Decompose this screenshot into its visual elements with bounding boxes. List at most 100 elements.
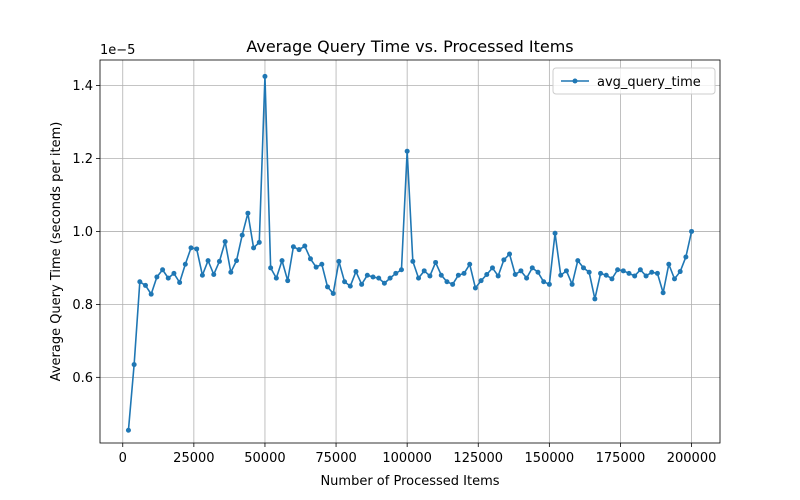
- data-point: [598, 270, 604, 276]
- chart-title: Average Query Time vs. Processed Items: [246, 37, 573, 56]
- data-point: [290, 244, 296, 250]
- data-point: [239, 232, 245, 238]
- data-point: [245, 210, 251, 216]
- data-point: [125, 427, 131, 433]
- data-point: [632, 273, 638, 279]
- data-point: [615, 267, 621, 273]
- series-line-avg_query_time: [127, 75, 693, 431]
- legend-label: avg_query_time: [597, 75, 701, 90]
- data-point: [438, 272, 444, 278]
- data-point: [495, 273, 501, 279]
- y-tick-label: 0.8: [72, 298, 93, 313]
- data-point: [529, 265, 535, 271]
- y-tick-label: 1.0: [72, 225, 93, 240]
- data-point: [256, 239, 262, 245]
- legend: avg_query_time: [552, 67, 716, 95]
- data-point: [182, 261, 188, 267]
- data-point: [279, 258, 285, 264]
- data-point: [541, 279, 547, 285]
- data-point: [433, 259, 439, 265]
- data-point: [273, 275, 279, 281]
- data-point: [472, 285, 478, 291]
- data-point: [222, 239, 228, 245]
- data-point: [228, 269, 234, 275]
- data-point: [216, 258, 222, 264]
- data-point: [643, 273, 649, 279]
- data-point: [501, 257, 507, 263]
- data-point: [558, 272, 564, 278]
- data-point: [194, 246, 200, 252]
- data-point: [672, 276, 677, 282]
- data-point: [455, 272, 461, 278]
- x-tick-label: 75000: [315, 451, 356, 466]
- data-point: [347, 283, 353, 289]
- data-point: [421, 268, 427, 274]
- data-point: [603, 272, 609, 278]
- data-point: [268, 265, 274, 271]
- x-axis-ticks: 0 25000 50000 75000 100000 125000 150000 175000…: [119, 443, 717, 466]
- y-tick-label: 1.2: [72, 152, 93, 167]
- data-point: [148, 291, 154, 297]
- data-point: [398, 267, 404, 273]
- data-point: [336, 258, 342, 264]
- y-tick-label: 0.6: [72, 371, 93, 386]
- data-point: [484, 271, 490, 277]
- data-point: [512, 271, 518, 277]
- data-point: [586, 269, 592, 275]
- legend-marker-swatch: [572, 78, 578, 84]
- data-point: [381, 280, 387, 286]
- x-tick-label: 100000: [382, 451, 432, 466]
- data-point: [330, 290, 336, 296]
- data-point: [370, 274, 376, 280]
- data-point: [467, 261, 473, 267]
- data-point: [546, 281, 552, 287]
- x-tick-label: 0: [119, 451, 127, 466]
- data-point: [296, 247, 302, 253]
- data-point: [666, 261, 672, 267]
- data-point: [416, 275, 422, 281]
- data-point: [620, 268, 626, 274]
- data-point: [450, 281, 456, 287]
- data-point: [654, 270, 660, 276]
- data-point: [552, 230, 558, 236]
- data-point: [393, 270, 399, 276]
- plot-area-frame: [99, 59, 721, 444]
- data-point: [353, 269, 359, 275]
- y-axis-label: Average Query Time (seconds per item): [49, 122, 64, 382]
- x-tick-label: 25000: [173, 451, 214, 466]
- data-point: [478, 278, 484, 284]
- data-point: [342, 279, 348, 285]
- x-tick-label: 50000: [244, 451, 285, 466]
- data-point: [489, 265, 495, 271]
- data-point: [302, 243, 308, 249]
- data-point: [234, 258, 240, 264]
- data-point: [319, 261, 325, 267]
- grid: [100, 60, 720, 443]
- data-point: [188, 245, 194, 251]
- data-point: [177, 280, 183, 285]
- x-tick-label: 200000: [667, 451, 717, 466]
- data-point: [518, 268, 524, 274]
- data-point: [575, 258, 581, 264]
- x-tick-label: 150000: [525, 451, 575, 466]
- data-point: [427, 273, 433, 279]
- data-point: [580, 265, 586, 271]
- data-point: [689, 228, 695, 234]
- data-point: [387, 275, 393, 281]
- data-point: [637, 267, 643, 273]
- x-tick-label: 125000: [453, 451, 503, 466]
- data-point: [171, 270, 177, 276]
- y-axis-ticks: 0.6 0.8 1.0 1.2 1.4: [72, 79, 100, 386]
- data-point: [507, 251, 513, 257]
- data-point: [131, 362, 137, 368]
- data-point: [461, 270, 467, 276]
- data-point: [592, 296, 598, 302]
- data-point: [160, 267, 166, 273]
- data-point: [376, 275, 382, 281]
- data-point: [563, 268, 569, 274]
- series-layer: [125, 73, 695, 433]
- data-point: [535, 269, 541, 275]
- x-tick-label: 175000: [596, 451, 646, 466]
- data-point: [444, 279, 450, 285]
